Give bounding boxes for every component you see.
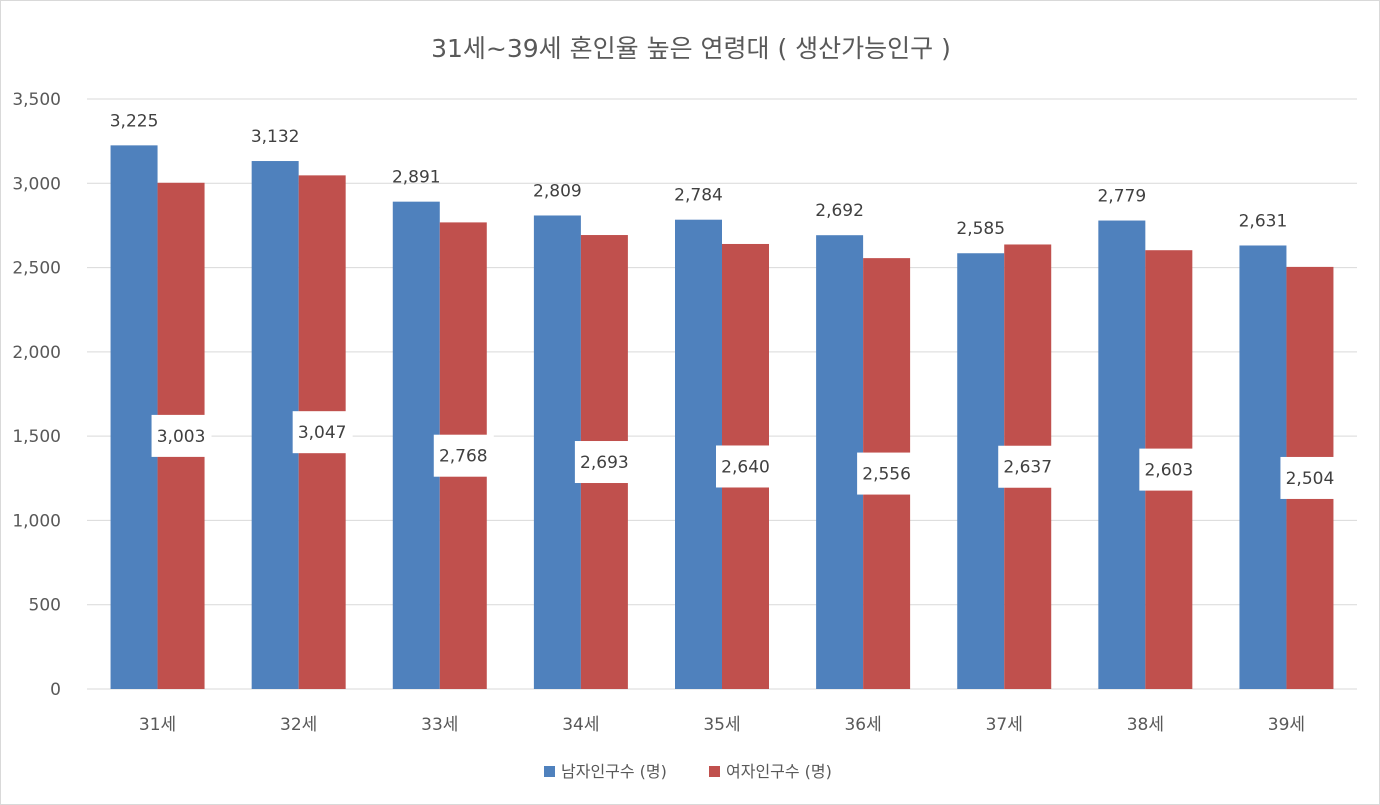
legend: 남자인구수 (명) 여자인구수 (명) <box>544 762 832 781</box>
data-label-female-box <box>998 445 1059 488</box>
data-label-female: 3,003 <box>157 427 206 447</box>
data-label-female: 2,556 <box>862 465 911 485</box>
bar-male <box>1239 245 1287 689</box>
bar-male <box>816 235 864 689</box>
bar-male <box>1098 220 1146 690</box>
data-label-male: 3,132 <box>251 127 300 147</box>
bar-male <box>251 161 299 689</box>
data-labels: 3,225 3,003 3,132 3,047 2,891 2,768 2,809 2,693… <box>110 111 1341 499</box>
data-label-female: 2,603 <box>1144 461 1193 481</box>
data-label-female-box <box>1139 448 1200 491</box>
data-label-male: 2,631 <box>1239 211 1288 231</box>
bar-male <box>675 219 722 689</box>
data-label-female: 2,768 <box>439 447 488 467</box>
legend-label-male: 남자인구수 (명) <box>561 762 667 781</box>
x-axis: 31세 32세 33세 34세 35세 36세 37세 38세 39세 <box>139 715 1305 735</box>
y-tick-label: 500 <box>29 596 61 616</box>
x-tick-label: 39세 <box>1268 715 1305 735</box>
legend-label-female: 여자인구수 (명) <box>726 762 832 781</box>
legend-swatch-female <box>709 766 720 777</box>
chart-title: 31세~39세 혼인율 높은 연령대 ( 생산가능인구 ) <box>431 34 951 63</box>
bar-male <box>533 215 581 690</box>
data-label-female: 2,640 <box>721 457 770 477</box>
x-tick-label: 36세 <box>844 715 881 735</box>
x-tick-label: 32세 <box>280 715 317 735</box>
x-tick-label: 34세 <box>562 715 599 735</box>
data-label-female-box <box>716 445 776 488</box>
data-label-male: 2,692 <box>815 201 864 221</box>
x-tick-label: 37세 <box>986 715 1023 735</box>
data-label-female-box <box>1280 456 1341 499</box>
data-label-female-box <box>292 411 353 454</box>
y-tick-label: 2,500 <box>12 259 61 279</box>
data-label-male: 2,779 <box>1097 187 1146 207</box>
data-label-female-box <box>857 452 918 495</box>
y-tick-label: 0 <box>50 680 61 700</box>
bar-male <box>957 253 1005 689</box>
data-label-male: 2,891 <box>392 168 441 188</box>
y-tick-label: 3,000 <box>12 174 61 194</box>
x-tick-label: 33세 <box>421 715 458 735</box>
data-label-male: 3,225 <box>110 111 159 131</box>
data-label-female-box <box>151 414 212 457</box>
data-label-female-box <box>433 434 494 477</box>
data-label-male: 2,784 <box>674 186 723 206</box>
bar-male <box>392 201 440 689</box>
data-label-male: 2,809 <box>533 181 582 201</box>
data-label-male: 2,585 <box>956 219 1005 239</box>
data-label-female-box <box>574 441 635 484</box>
y-tick-label: 2,000 <box>12 343 61 363</box>
x-tick-label: 31세 <box>139 715 176 735</box>
data-label-female: 2,504 <box>1286 469 1335 489</box>
data-label-female: 2,637 <box>1003 458 1052 478</box>
y-tick-label: 1,000 <box>12 511 61 531</box>
y-axis: 0 500 1,000 1,500 2,000 2,500 3,000 3,500 <box>12 90 61 700</box>
bar-male <box>110 145 158 689</box>
data-label-female: 3,047 <box>298 423 347 443</box>
x-tick-label: 35세 <box>703 715 740 735</box>
legend-swatch-male <box>544 766 555 777</box>
x-tick-label: 38세 <box>1127 715 1164 735</box>
y-tick-label: 1,500 <box>12 427 61 447</box>
data-label-female: 2,693 <box>580 453 629 473</box>
y-tick-label: 3,500 <box>12 90 61 110</box>
